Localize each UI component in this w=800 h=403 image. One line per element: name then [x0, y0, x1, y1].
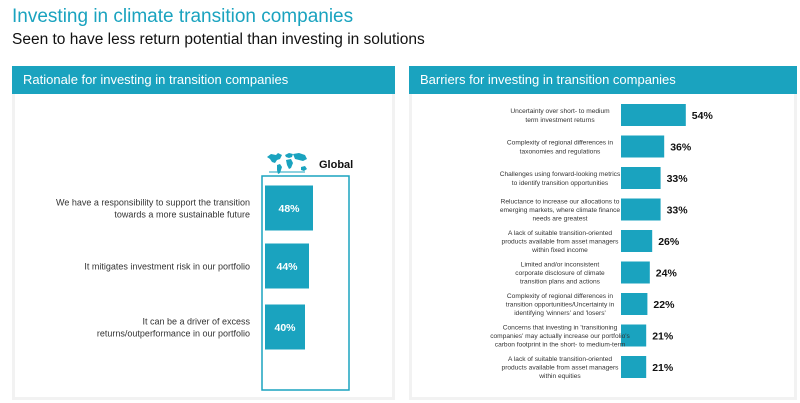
data-label: 26%: [658, 236, 680, 248]
category-label: Challenges using forward-looking metrics…: [500, 171, 621, 187]
category-label-line: A lack of suitable transition-oriented: [508, 356, 612, 363]
barriers-panel: Barriers for investing in transition com…: [409, 66, 797, 400]
bar: [621, 356, 647, 378]
world-map-icon: [267, 153, 307, 174]
category-label: Complexity of regional differences in tra…: [506, 293, 615, 317]
category-label-line: Complexity of regional differences in: [507, 140, 613, 147]
category-label-line: We have a responsibility to support the …: [56, 198, 250, 208]
category-label-line: within fixed income: [531, 247, 588, 254]
bar: [265, 304, 305, 350]
bar: [621, 293, 648, 315]
bar: [621, 230, 653, 252]
data-label: 36%: [670, 142, 692, 154]
category-label-line: to identify transition opportunities: [512, 180, 609, 187]
barriers-panel-header: Barriers for investing in transition com…: [409, 66, 797, 94]
category-label-line: within equities: [538, 373, 581, 380]
data-label: 40%: [274, 322, 296, 334]
category-label-line: It mitigates investment risk in our port…: [84, 262, 250, 272]
bar: [621, 261, 650, 284]
category-label-line: companies' may actually increase our por…: [490, 333, 630, 340]
data-label: 44%: [276, 261, 298, 273]
category-label-line: A lack of suitable transition-oriented: [508, 230, 612, 237]
category-label-line: corporate disclosure of climate: [515, 270, 605, 277]
legend-frame: [261, 175, 350, 391]
bar: [621, 104, 686, 126]
category-label-line: needs are greatest: [533, 216, 588, 223]
page-title: Investing in climate transition companie…: [12, 6, 354, 27]
data-label: 21%: [652, 362, 674, 374]
category-label: Complexity of regional differences in tax…: [507, 140, 613, 156]
category-label-line: Limited and/or inconsistent: [521, 261, 600, 268]
category-label: It mitigates investment risk in our port…: [84, 262, 250, 272]
bar: [621, 135, 665, 158]
barriers-panel-body: 54% Uncertainty over short- to medium term…: [412, 94, 794, 397]
category-label-line: It can be a driver of excess: [142, 317, 250, 327]
category-label: A lack of suitable transition-oriented pr…: [502, 356, 620, 380]
data-label: 22%: [653, 299, 675, 311]
bar: [265, 243, 309, 289]
category-label: Uncertainty over short- to medium term in…: [510, 108, 610, 124]
category-label-line: Concerns that investing in 'transitionin…: [503, 324, 618, 331]
category-label: It can be a driver of excess returns/outp…: [97, 317, 251, 339]
category-label-line: returns/outperformance in our portfolio: [97, 329, 250, 339]
rationale-chart: Global 48% We have a responsibility to su…: [56, 153, 353, 391]
page-subtitle: Seen to have less return potential than …: [12, 31, 425, 48]
data-label: 21%: [652, 331, 674, 343]
bar: [621, 324, 647, 347]
category-label-line: emerging markets, where climate finance: [500, 207, 621, 214]
category-label-line: Challenges using forward-looking metrics: [500, 171, 621, 178]
category-label-line: identifying 'winners' and 'losers': [514, 310, 606, 317]
data-label: 33%: [667, 205, 689, 217]
category-label: Reluctance to increase our allocations t…: [500, 198, 621, 222]
category-label: We have a responsibility to support the …: [56, 198, 250, 220]
rationale-panel-body: Global 48% We have a responsibility to su…: [15, 94, 392, 397]
category-label-line: taxonomies and regulations: [520, 148, 601, 155]
category-label: Concerns that investing in 'transitionin…: [490, 324, 630, 348]
rationale-panel-header: Rationale for investing in transition co…: [12, 66, 395, 94]
category-label-line: transition plans and actions: [520, 279, 601, 286]
category-label-line: term investment returns: [525, 117, 595, 124]
bar: [621, 167, 661, 189]
legend-label-global: Global: [319, 159, 353, 171]
category-label-line: carbon footprint in the short- to medium…: [495, 342, 626, 349]
category-label-line: products available from asset managers: [502, 239, 620, 246]
category-label-line: Reluctance to increase our allocations t…: [501, 198, 620, 205]
barriers-chart: 54% Uncertainty over short- to medium term…: [490, 104, 714, 380]
category-label-line: transition opportunities/Uncertainty in: [506, 302, 615, 309]
category-label-line: Uncertainty over short- to medium: [510, 108, 610, 115]
data-label: 33%: [667, 173, 689, 185]
category-label: A lack of suitable transition-oriented pr…: [502, 230, 620, 254]
bar: [265, 185, 313, 231]
data-label: 24%: [656, 268, 678, 280]
category-label-line: Complexity of regional differences in: [507, 293, 613, 300]
rationale-panel: Rationale for investing in transition co…: [12, 66, 395, 400]
data-label: 48%: [278, 203, 300, 215]
category-label-line: products available from asset managers: [502, 365, 620, 372]
category-label: Limited and/or inconsistent corporate dis…: [515, 261, 605, 285]
bar: [621, 198, 661, 221]
data-label: 54%: [692, 110, 714, 122]
category-label-line: towards a more sustainable future: [114, 210, 250, 220]
